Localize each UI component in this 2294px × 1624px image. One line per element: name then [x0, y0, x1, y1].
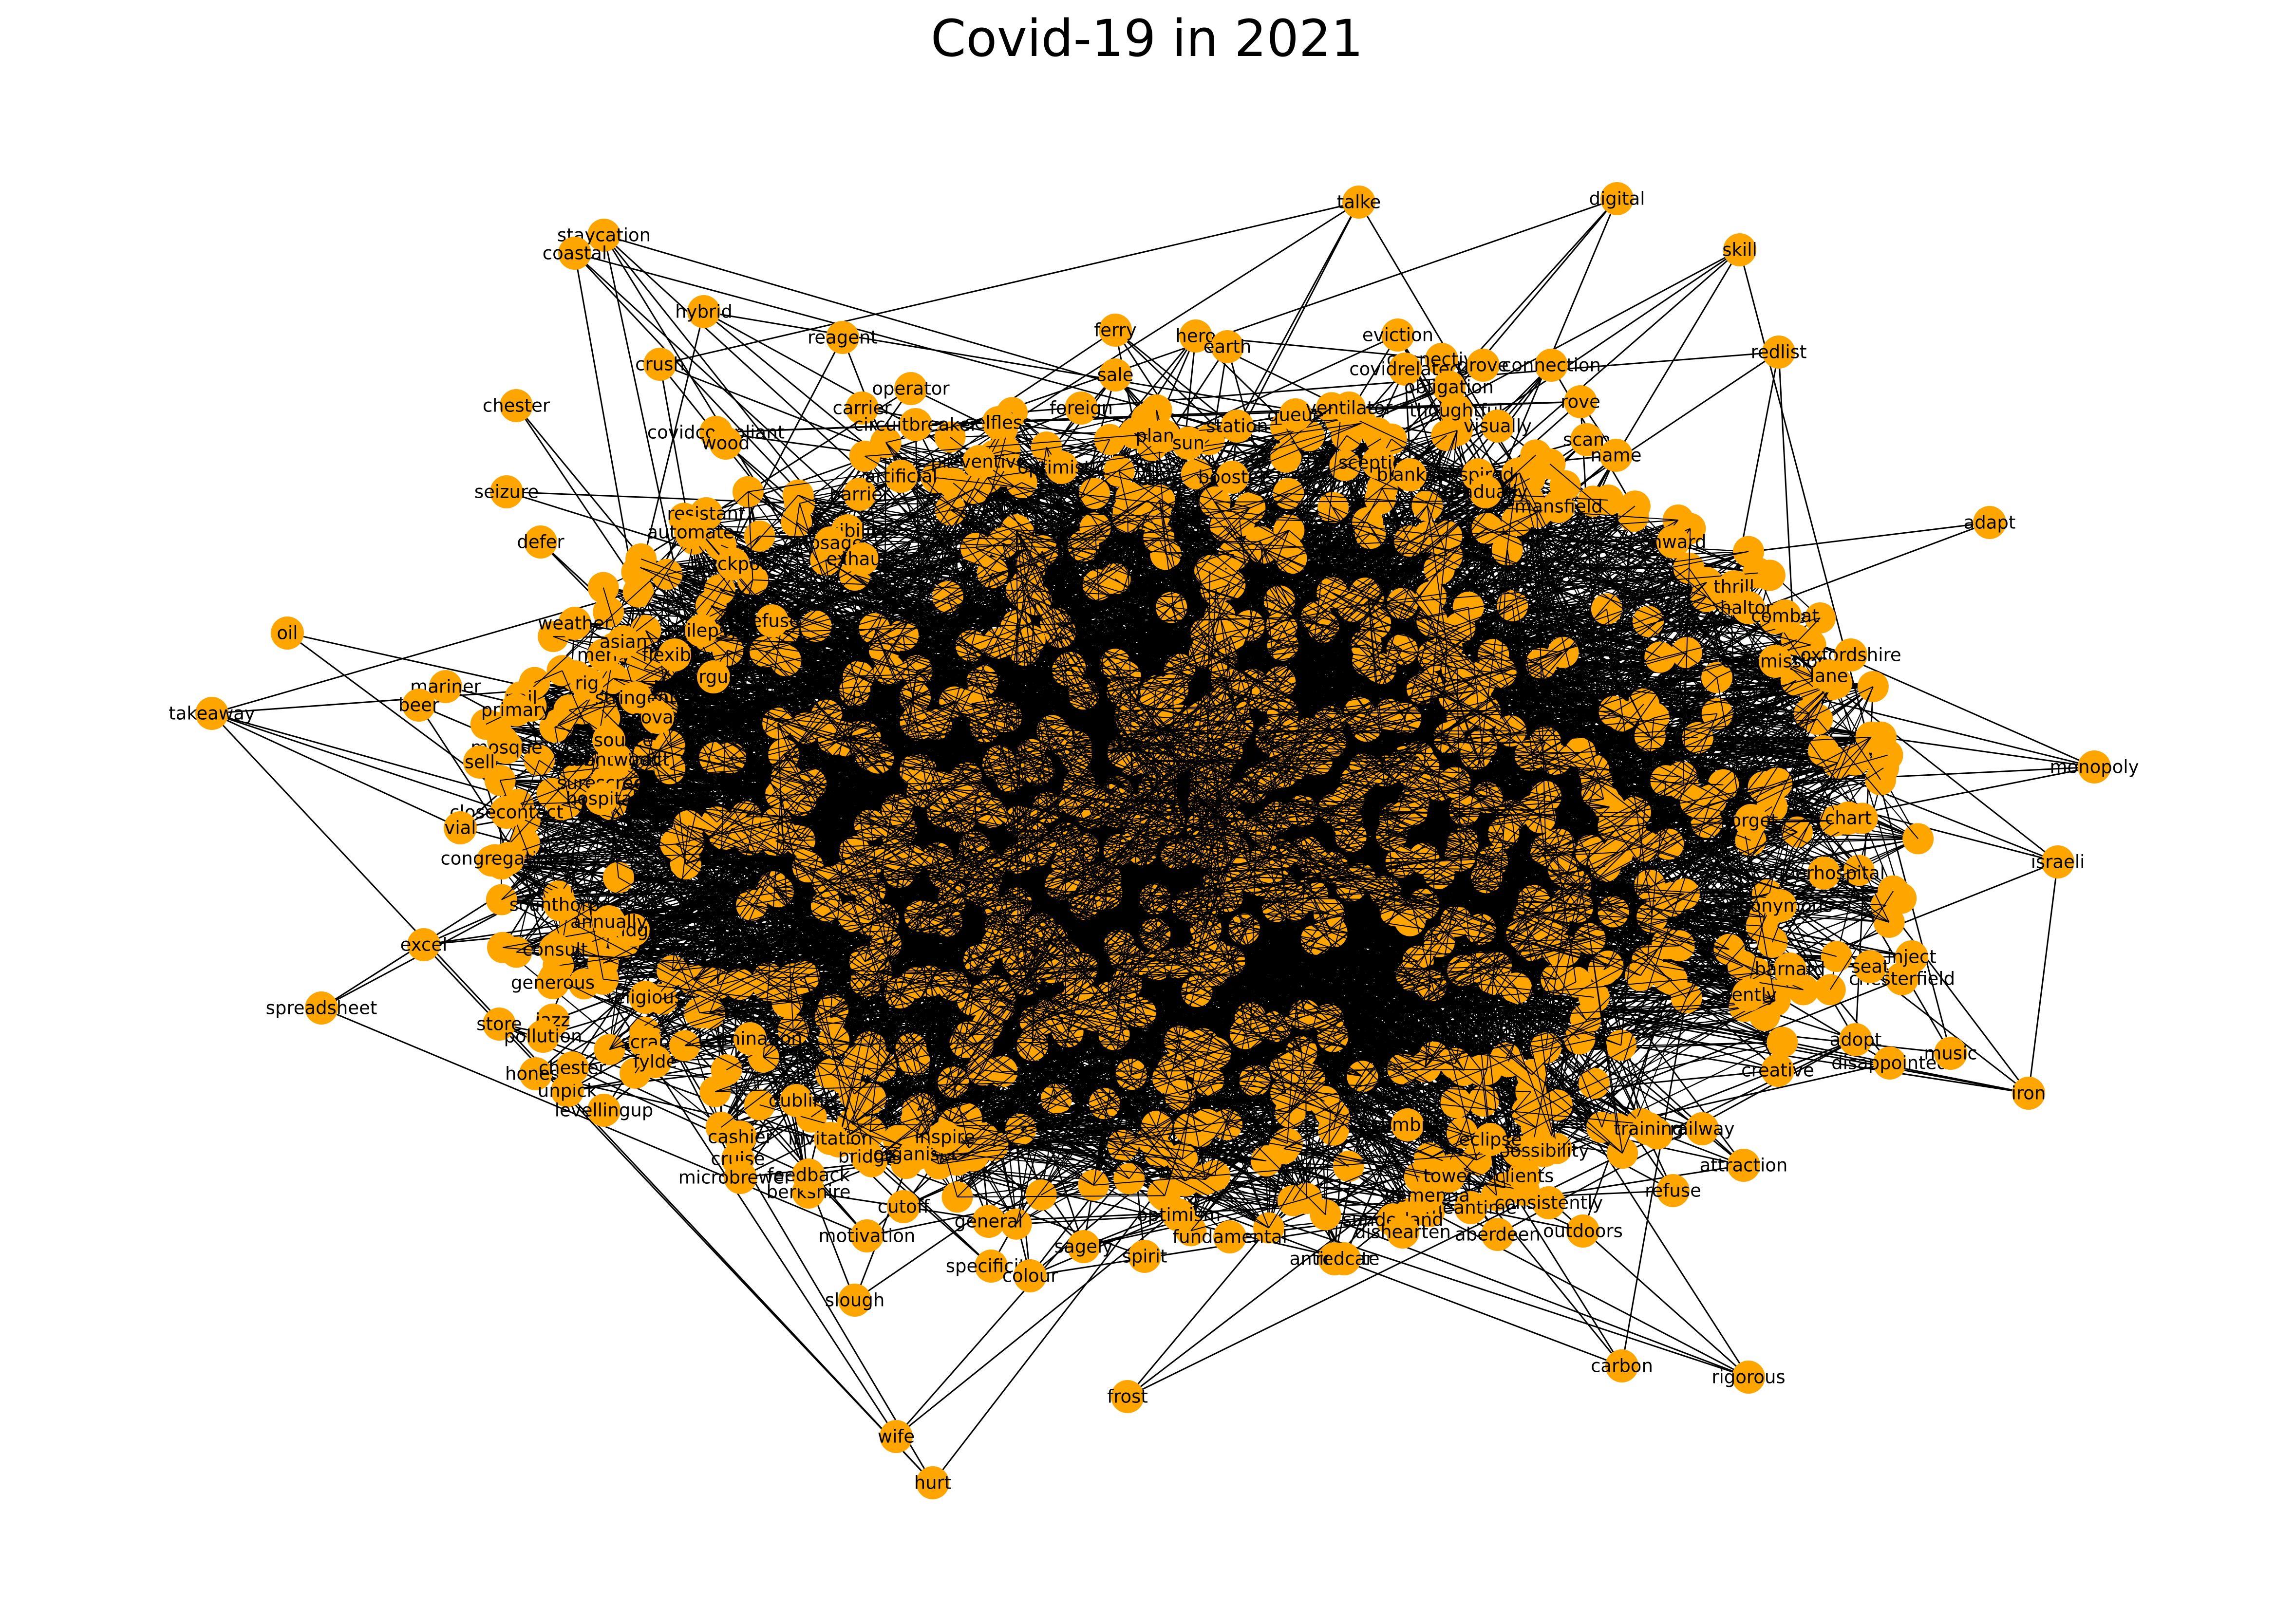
graph-edge [695, 488, 975, 527]
graph-edge [1750, 838, 1918, 841]
diagram-title: Covid-19 in 2021 [930, 9, 1364, 68]
graph-edge [969, 1147, 1326, 1215]
